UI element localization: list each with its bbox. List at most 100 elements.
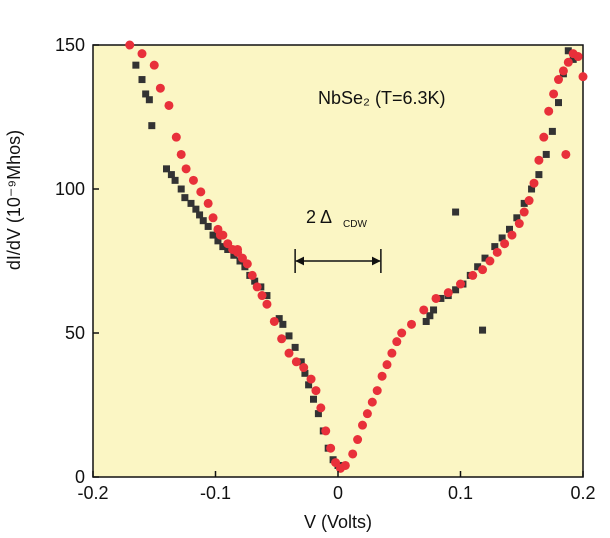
data-point-square — [187, 199, 195, 207]
data-point-circle — [215, 230, 225, 240]
data-point-square — [230, 251, 238, 259]
data-point-circle — [500, 239, 510, 249]
y-tick-label: 100 — [55, 179, 85, 199]
y-tick-label: 50 — [65, 323, 85, 343]
data-point-circle — [149, 60, 159, 70]
data-point-circle — [554, 75, 563, 85]
data-point-square — [528, 185, 536, 193]
data-point-circle — [563, 57, 573, 67]
data-point-square — [481, 254, 489, 262]
data-point-square — [214, 237, 222, 245]
data-point-circle — [262, 299, 272, 309]
data-point-square — [513, 214, 521, 222]
data-point-square — [177, 185, 185, 193]
data-point-square — [224, 245, 232, 253]
data-point-circle — [311, 386, 321, 396]
data-point-square — [520, 199, 528, 207]
data-point-circle — [284, 348, 294, 358]
gap-annotation: 2 Δ CDW — [294, 207, 382, 273]
data-point-circle — [549, 89, 559, 99]
data-point-circle — [348, 449, 358, 459]
data-point-circle — [358, 420, 367, 430]
data-point-square — [285, 332, 293, 340]
data-point-circle — [468, 270, 478, 280]
data-point-square — [301, 369, 309, 377]
data-point-square — [219, 243, 227, 251]
data-point-square — [305, 381, 313, 389]
y-axis-title: dI/dV (10⁻⁹Mhos) — [4, 130, 24, 270]
data-point-circle — [196, 187, 206, 197]
data-point-square — [452, 208, 460, 216]
data-point-square — [171, 176, 179, 184]
data-point-square — [498, 234, 506, 242]
y-tick-label: 0 — [75, 467, 85, 487]
gap-subscript: CDW — [343, 219, 367, 230]
data-point-circle — [407, 319, 416, 329]
data-point-circle — [188, 175, 198, 185]
x-tick-label: 0.1 — [448, 483, 473, 503]
data-point-square — [192, 205, 200, 213]
data-point-square — [430, 306, 438, 314]
data-point-circle — [514, 219, 524, 229]
data-point-circle — [208, 213, 218, 223]
data-point-circle — [164, 100, 174, 110]
data-point-square — [142, 90, 150, 98]
data-point-circle — [321, 426, 331, 436]
data-point-square — [167, 171, 175, 179]
data-point-square — [181, 194, 189, 202]
data-point-circle — [203, 198, 213, 208]
data-point-square — [291, 343, 299, 351]
data-point-square — [310, 395, 317, 403]
data-point-circle — [392, 337, 402, 347]
data-point-square — [474, 263, 482, 271]
data-point-circle — [291, 357, 301, 367]
data-point-square — [199, 217, 207, 225]
x-tick-label: -0.1 — [200, 483, 231, 503]
data-point-circle — [443, 288, 453, 298]
data-point-square — [196, 211, 204, 219]
data-point-square — [263, 292, 271, 300]
gap-label: 2 Δ — [306, 207, 332, 227]
data-point-circle — [397, 328, 407, 338]
data-point-circle — [326, 443, 336, 453]
data-point-circle — [340, 460, 350, 470]
data-point-circle — [316, 403, 326, 413]
data-point-square — [138, 76, 146, 84]
data-point-circle — [233, 244, 243, 254]
x-tick-label: -0.2 — [77, 483, 108, 503]
data-marks — [125, 40, 588, 473]
data-point-square — [279, 320, 287, 328]
annotation-material: NbSe₂ (T=6.3K) — [318, 88, 446, 108]
data-point-circle — [155, 83, 165, 93]
x-axis-title: V (Volts) — [304, 512, 372, 532]
data-point-square — [204, 222, 212, 230]
data-point-square — [422, 317, 430, 325]
data-point-circle — [524, 196, 534, 206]
data-point-circle — [485, 256, 495, 266]
data-point-circle — [539, 132, 549, 142]
data-point-square — [535, 171, 543, 179]
data-point-circle — [382, 360, 392, 370]
data-point-circle — [353, 435, 363, 445]
data-point-square — [297, 358, 305, 366]
data-point-square — [452, 286, 460, 294]
data-point-circle — [242, 259, 252, 269]
data-point-circle — [372, 386, 382, 396]
data-point-circle — [519, 207, 529, 217]
data-point-circle — [534, 155, 544, 165]
data-point-circle — [573, 52, 583, 62]
data-point-circle — [492, 247, 502, 257]
data-point-circle — [181, 164, 191, 174]
data-point-circle — [137, 49, 147, 59]
data-point-circle — [377, 371, 387, 381]
data-point-square — [314, 410, 322, 418]
data-point-circle — [171, 132, 181, 142]
data-point-square — [491, 243, 499, 251]
data-point-square — [569, 55, 577, 63]
data-point-circle — [125, 40, 135, 50]
data-point-circle — [252, 282, 262, 292]
data-point-square — [209, 231, 217, 239]
data-point-circle — [387, 348, 397, 358]
data-point-circle — [544, 106, 554, 116]
